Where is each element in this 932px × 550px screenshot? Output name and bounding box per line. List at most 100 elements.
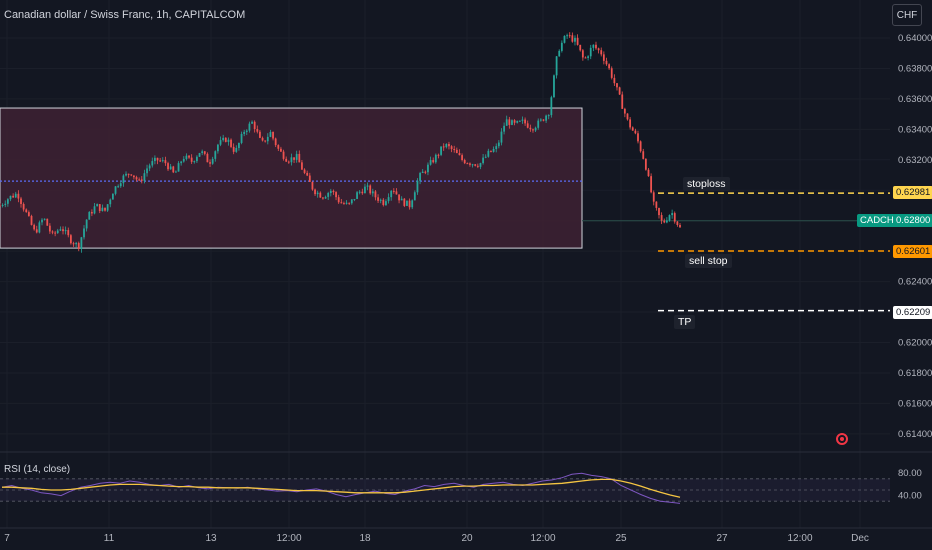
candle-body bbox=[371, 191, 374, 194]
candle-body bbox=[0, 205, 1, 207]
candle-body bbox=[429, 160, 432, 165]
candle-body bbox=[432, 160, 435, 163]
candle-body bbox=[219, 140, 222, 145]
candle-body bbox=[193, 161, 196, 163]
time-axis[interactable]: 7 11 13 12:00 18 20 12:00 25 27 12:00 Dec bbox=[0, 527, 932, 544]
candle-body bbox=[104, 207, 106, 211]
candle-body bbox=[251, 121, 253, 124]
candle-body bbox=[466, 163, 469, 165]
candle-body bbox=[272, 131, 274, 139]
candle-body bbox=[314, 189, 316, 195]
candle-body bbox=[201, 151, 204, 154]
price-tick: 0.61600 bbox=[898, 398, 932, 409]
candle-body bbox=[211, 158, 214, 164]
candle-body bbox=[616, 83, 618, 88]
candle-body bbox=[96, 204, 99, 207]
candle-body bbox=[364, 186, 366, 194]
candle-body bbox=[361, 191, 364, 194]
candle-body bbox=[256, 129, 259, 132]
candle-body bbox=[463, 160, 466, 164]
candle-body bbox=[563, 35, 566, 43]
candle-body bbox=[17, 193, 20, 199]
candle-body bbox=[83, 228, 85, 238]
currency-button[interactable]: CHF bbox=[892, 4, 922, 26]
candle-body bbox=[421, 171, 424, 174]
candle-body bbox=[332, 190, 335, 193]
candle-body bbox=[610, 68, 613, 78]
candle-body bbox=[392, 190, 395, 192]
candle-body bbox=[345, 202, 348, 204]
rsi-pane bbox=[0, 472, 890, 504]
price-tick: 0.62400 bbox=[898, 277, 932, 288]
stoploss-label[interactable]: stoploss bbox=[683, 177, 730, 191]
candle-body bbox=[642, 151, 645, 159]
candles bbox=[0, 32, 681, 253]
candle-body bbox=[35, 229, 38, 233]
current-price-tag: 0.62800 bbox=[893, 214, 932, 227]
candle-body bbox=[230, 139, 232, 147]
time-tick: 13 bbox=[205, 533, 217, 544]
rsi-tick: 40.00 bbox=[898, 491, 922, 502]
candle-body bbox=[508, 119, 511, 125]
price-tick: 0.63200 bbox=[898, 155, 932, 166]
candle-body bbox=[327, 193, 330, 197]
price-tick: 0.62000 bbox=[898, 338, 932, 349]
candle-body bbox=[634, 130, 637, 134]
candle-body bbox=[154, 157, 156, 162]
candle-body bbox=[637, 133, 639, 142]
candle-body bbox=[547, 115, 550, 117]
candle-body bbox=[403, 198, 406, 206]
rsi-label[interactable]: RSI (14, close) bbox=[4, 464, 71, 475]
candle-body bbox=[545, 115, 548, 121]
price-tick: 0.63400 bbox=[898, 124, 932, 135]
candle-body bbox=[550, 97, 553, 116]
tp-label[interactable]: TP bbox=[674, 315, 696, 329]
candle-body bbox=[492, 149, 495, 152]
stoploss-price-tag: 0.62981 bbox=[893, 186, 932, 199]
candle-body bbox=[93, 206, 96, 214]
candle-body bbox=[111, 193, 114, 200]
candle-body bbox=[579, 44, 582, 51]
candle-body bbox=[185, 155, 188, 159]
candle-body bbox=[22, 203, 25, 210]
candle-body bbox=[605, 60, 608, 65]
candle-body bbox=[240, 133, 243, 143]
candle-body bbox=[518, 120, 521, 122]
candle-body bbox=[448, 143, 450, 147]
candle-body bbox=[43, 218, 46, 220]
candle-body bbox=[264, 140, 267, 142]
candle-body bbox=[453, 149, 456, 151]
candle-body bbox=[293, 157, 295, 160]
candle-body bbox=[253, 121, 256, 130]
candle-body bbox=[408, 200, 411, 208]
candle-body bbox=[9, 195, 12, 200]
candle-body bbox=[584, 57, 587, 59]
candle-body bbox=[631, 127, 634, 131]
candle-body bbox=[188, 155, 190, 158]
candle-body bbox=[138, 179, 141, 181]
candle-body bbox=[101, 207, 104, 212]
candle-body bbox=[266, 136, 269, 142]
time-tick: Dec bbox=[851, 533, 869, 544]
candle-body bbox=[652, 192, 655, 202]
candle-body bbox=[665, 220, 668, 223]
candle-body bbox=[647, 169, 650, 177]
candle-body bbox=[335, 192, 337, 198]
candle-body bbox=[406, 200, 408, 206]
candle-body bbox=[214, 151, 217, 159]
sell-stop-label[interactable]: sell stop bbox=[685, 254, 732, 268]
candle-body bbox=[56, 230, 59, 233]
candle-body bbox=[190, 157, 193, 162]
alert-icon[interactable] bbox=[836, 433, 848, 445]
candle-body bbox=[161, 160, 164, 162]
price-axis[interactable]: 0.64000 0.63800 0.63600 0.63400 0.63200 0.624… bbox=[898, 33, 932, 440]
candle-body bbox=[54, 232, 57, 234]
candle-body bbox=[532, 129, 534, 131]
candle-body bbox=[434, 154, 437, 163]
candle-body bbox=[455, 149, 458, 154]
candle-body bbox=[644, 158, 647, 170]
candle-body bbox=[122, 175, 125, 184]
candle-body bbox=[222, 137, 225, 141]
candle-body bbox=[156, 157, 159, 161]
